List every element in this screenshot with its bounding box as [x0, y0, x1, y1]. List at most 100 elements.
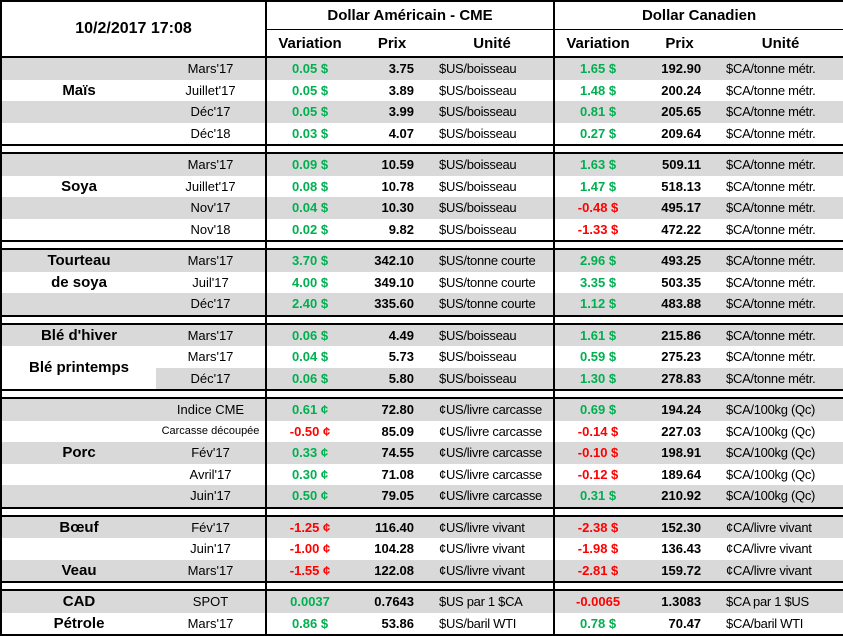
cell-usd-unite: ¢US/livre carcasse	[439, 466, 542, 482]
cell-cad-variation: -0.48 $	[553, 197, 642, 219]
group-header-row: 10/2/2017 17:08 Dollar Américain - CME D…	[1, 1, 843, 57]
cell-cad-variation: 0.69 $	[553, 397, 642, 421]
cad-unite-header: Unité	[718, 29, 843, 57]
porc-row: Carcasse découpée -0.50 ¢ 85.09 ¢US/livre c…	[1, 420, 843, 443]
tourteau-de-soya-label: Tourteau	[1, 248, 156, 272]
cell-cad-prix: 495.17	[661, 200, 702, 215]
cell-usd-prix: 10.78	[381, 178, 415, 194]
spacer-cell	[265, 582, 555, 590]
cell-usd-variation: 0.08 $	[265, 175, 354, 197]
cell-cad-unite: $CA/tonne métr.	[718, 248, 843, 272]
tourteau-de-soya-label: de soya	[51, 273, 107, 291]
mais-label	[1, 101, 156, 123]
mais-row: Mars'17 0.05 $3.75 $US/boisseau 1.65 $192.9…	[1, 56, 843, 80]
cell-cad-prix: 493.25	[641, 248, 719, 272]
cell-usd-variation: 0.30 ¢	[265, 463, 354, 485]
cell-usd-unite: ¢US/livre vivant	[439, 541, 525, 556]
cell-cad-variation: -1.33 $	[553, 218, 642, 242]
cell-usd-prix: 10.30	[381, 200, 415, 215]
block-spacer-row	[1, 315, 843, 324]
cell-contract: Mars'17	[156, 612, 267, 636]
cell-cad-unite: $CA/tonne métr.	[718, 56, 843, 80]
soya-row: Nov'18 0.02 $9.82 $US/boisseau -1.33 $472.2…	[1, 218, 843, 242]
cell-cad-variation: -1.98 $	[553, 538, 642, 560]
cell-usd-unite: $US/boisseau	[439, 82, 517, 98]
spacer-cell	[553, 241, 843, 249]
usd-unite-header: Unité	[431, 29, 555, 57]
cad-petrole-label: CAD	[1, 589, 156, 613]
cell-cad-prix: 200.24	[661, 82, 702, 98]
porc-label	[1, 485, 156, 509]
cell-cad-prix: 205.65	[661, 104, 702, 119]
mais-row: Maïs Juillet'17 0.05 $ 3.89 $US/boisseau 1.48…	[1, 79, 843, 101]
cell-usd-prix: 53.86	[353, 612, 432, 636]
cell-cad-prix: 1.3083	[641, 589, 719, 613]
cell-cad-unite: ¢CA/livre vivant	[726, 541, 812, 556]
cell-usd-unite: ¢US/livre carcasse	[439, 423, 542, 439]
cell-cad-prix: 278.83	[641, 367, 719, 391]
cell-cad-unite: $CA/tonne métr.	[726, 349, 816, 364]
cell-contract: Mars'17	[156, 152, 267, 176]
cad-petrole-label: Pétrole	[1, 612, 156, 636]
cell-cad-variation: 1.47 $	[553, 175, 642, 197]
porc-row: Juin'17 0.50 ¢ 79.05 ¢US/livre carcasse 0.31…	[1, 485, 843, 509]
cell-cad-prix: 136.43	[661, 541, 702, 556]
porc-row: Avril'17 0.30 ¢ 71.08 ¢US/livre carcasse -0.…	[1, 463, 843, 485]
block-spacer-row	[1, 507, 843, 516]
cell-contract: Mars'17	[156, 248, 267, 272]
cell-contract: Nov'17	[190, 200, 231, 215]
cell-cad-unite: ¢CA/livre vivant	[718, 514, 843, 538]
cell-usd-prix: 9.82	[353, 218, 432, 242]
cell-usd-prix: 335.60	[353, 293, 432, 317]
usd-variation-header: Variation	[265, 29, 354, 57]
boeuf-veau-label: Veau	[1, 559, 156, 583]
cell-cad-variation: 1.48 $	[553, 79, 642, 101]
cell-cad-unite: $CA/100kg (Qc)	[726, 466, 816, 482]
cell-usd-variation: 0.02 $	[265, 218, 354, 242]
mais-row: Déc'17 0.05 $ 3.99 $US/boisseau 0.81 $ 205.65…	[1, 101, 843, 123]
cell-cad-variation: 1.61 $	[553, 322, 642, 346]
cell-contract: Juillet'17	[185, 178, 236, 194]
cell-cad-variation: -2.81 $	[553, 559, 642, 583]
cell-cad-unite: ¢CA/livre vivant	[718, 559, 843, 583]
spacer-cell	[265, 145, 555, 153]
cell-usd-variation: 0.05 $	[265, 56, 354, 80]
cell-cad-variation: 0.59 $	[553, 346, 642, 368]
cell-cad-unite: $CA/tonne métr.	[718, 293, 843, 317]
spacer-cell	[553, 315, 843, 324]
cell-cad-prix: 210.92	[641, 485, 719, 509]
cell-usd-prix: 74.55	[381, 445, 415, 460]
boeuf-veau-label	[1, 538, 156, 560]
cell-cad-prix: 198.91	[661, 445, 702, 460]
ble-row: Déc'17 0.06 $5.80 $US/boisseau 1.30 $278.83…	[1, 367, 843, 391]
spacer-cell	[1, 390, 267, 398]
cell-cad-unite: $CA/tonne métr.	[726, 178, 816, 194]
cell-contract: Juin'17	[190, 541, 231, 556]
cell-usd-unite: ¢US/livre vivant	[431, 559, 555, 583]
cell-cad-prix: 503.35	[661, 274, 702, 290]
cell-cad-variation: 0.31 $	[553, 485, 642, 509]
spacer-cell	[265, 241, 555, 249]
cell-cad-unite: $CA/tonne métr.	[726, 104, 816, 119]
porc-label	[1, 421, 156, 443]
cell-contract: Mars'17	[156, 559, 267, 583]
cell-cad-unite: $CA/100kg (Qc)	[726, 445, 816, 460]
boeuf-veau-row: Juin'17 -1.00 ¢ 104.28 ¢US/livre vivant -1.9…	[1, 538, 843, 560]
cell-usd-variation: 0.50 ¢	[265, 485, 354, 509]
cell-usd-variation: 0.03 $	[265, 122, 354, 146]
cell-contract: Indice CME	[156, 397, 267, 421]
cell-usd-unite: $US/tonne courte	[431, 248, 555, 272]
cell-cad-variation: 0.81 $	[553, 101, 642, 123]
cell-contract: Juillet'17	[185, 82, 236, 98]
cell-usd-prix: 3.99	[388, 104, 415, 119]
cell-cad-prix: 275.23	[661, 349, 702, 364]
cell-contract: Déc'17	[190, 104, 231, 119]
spacer-cell	[553, 390, 843, 398]
cell-usd-prix: 4.49	[353, 322, 432, 346]
boeuf-veau-row: Bœuf Fév'17 -1.25 ¢ 116.40 ¢US/livre vivant -…	[1, 514, 843, 538]
cell-contract: Nov'18	[156, 218, 267, 242]
cell-contract: SPOT	[156, 589, 267, 613]
porc-row: Indice CME 0.61 ¢ 72.80 ¢US/livre carcasse 0…	[1, 397, 843, 421]
cell-contract: Mars'17	[187, 349, 234, 364]
